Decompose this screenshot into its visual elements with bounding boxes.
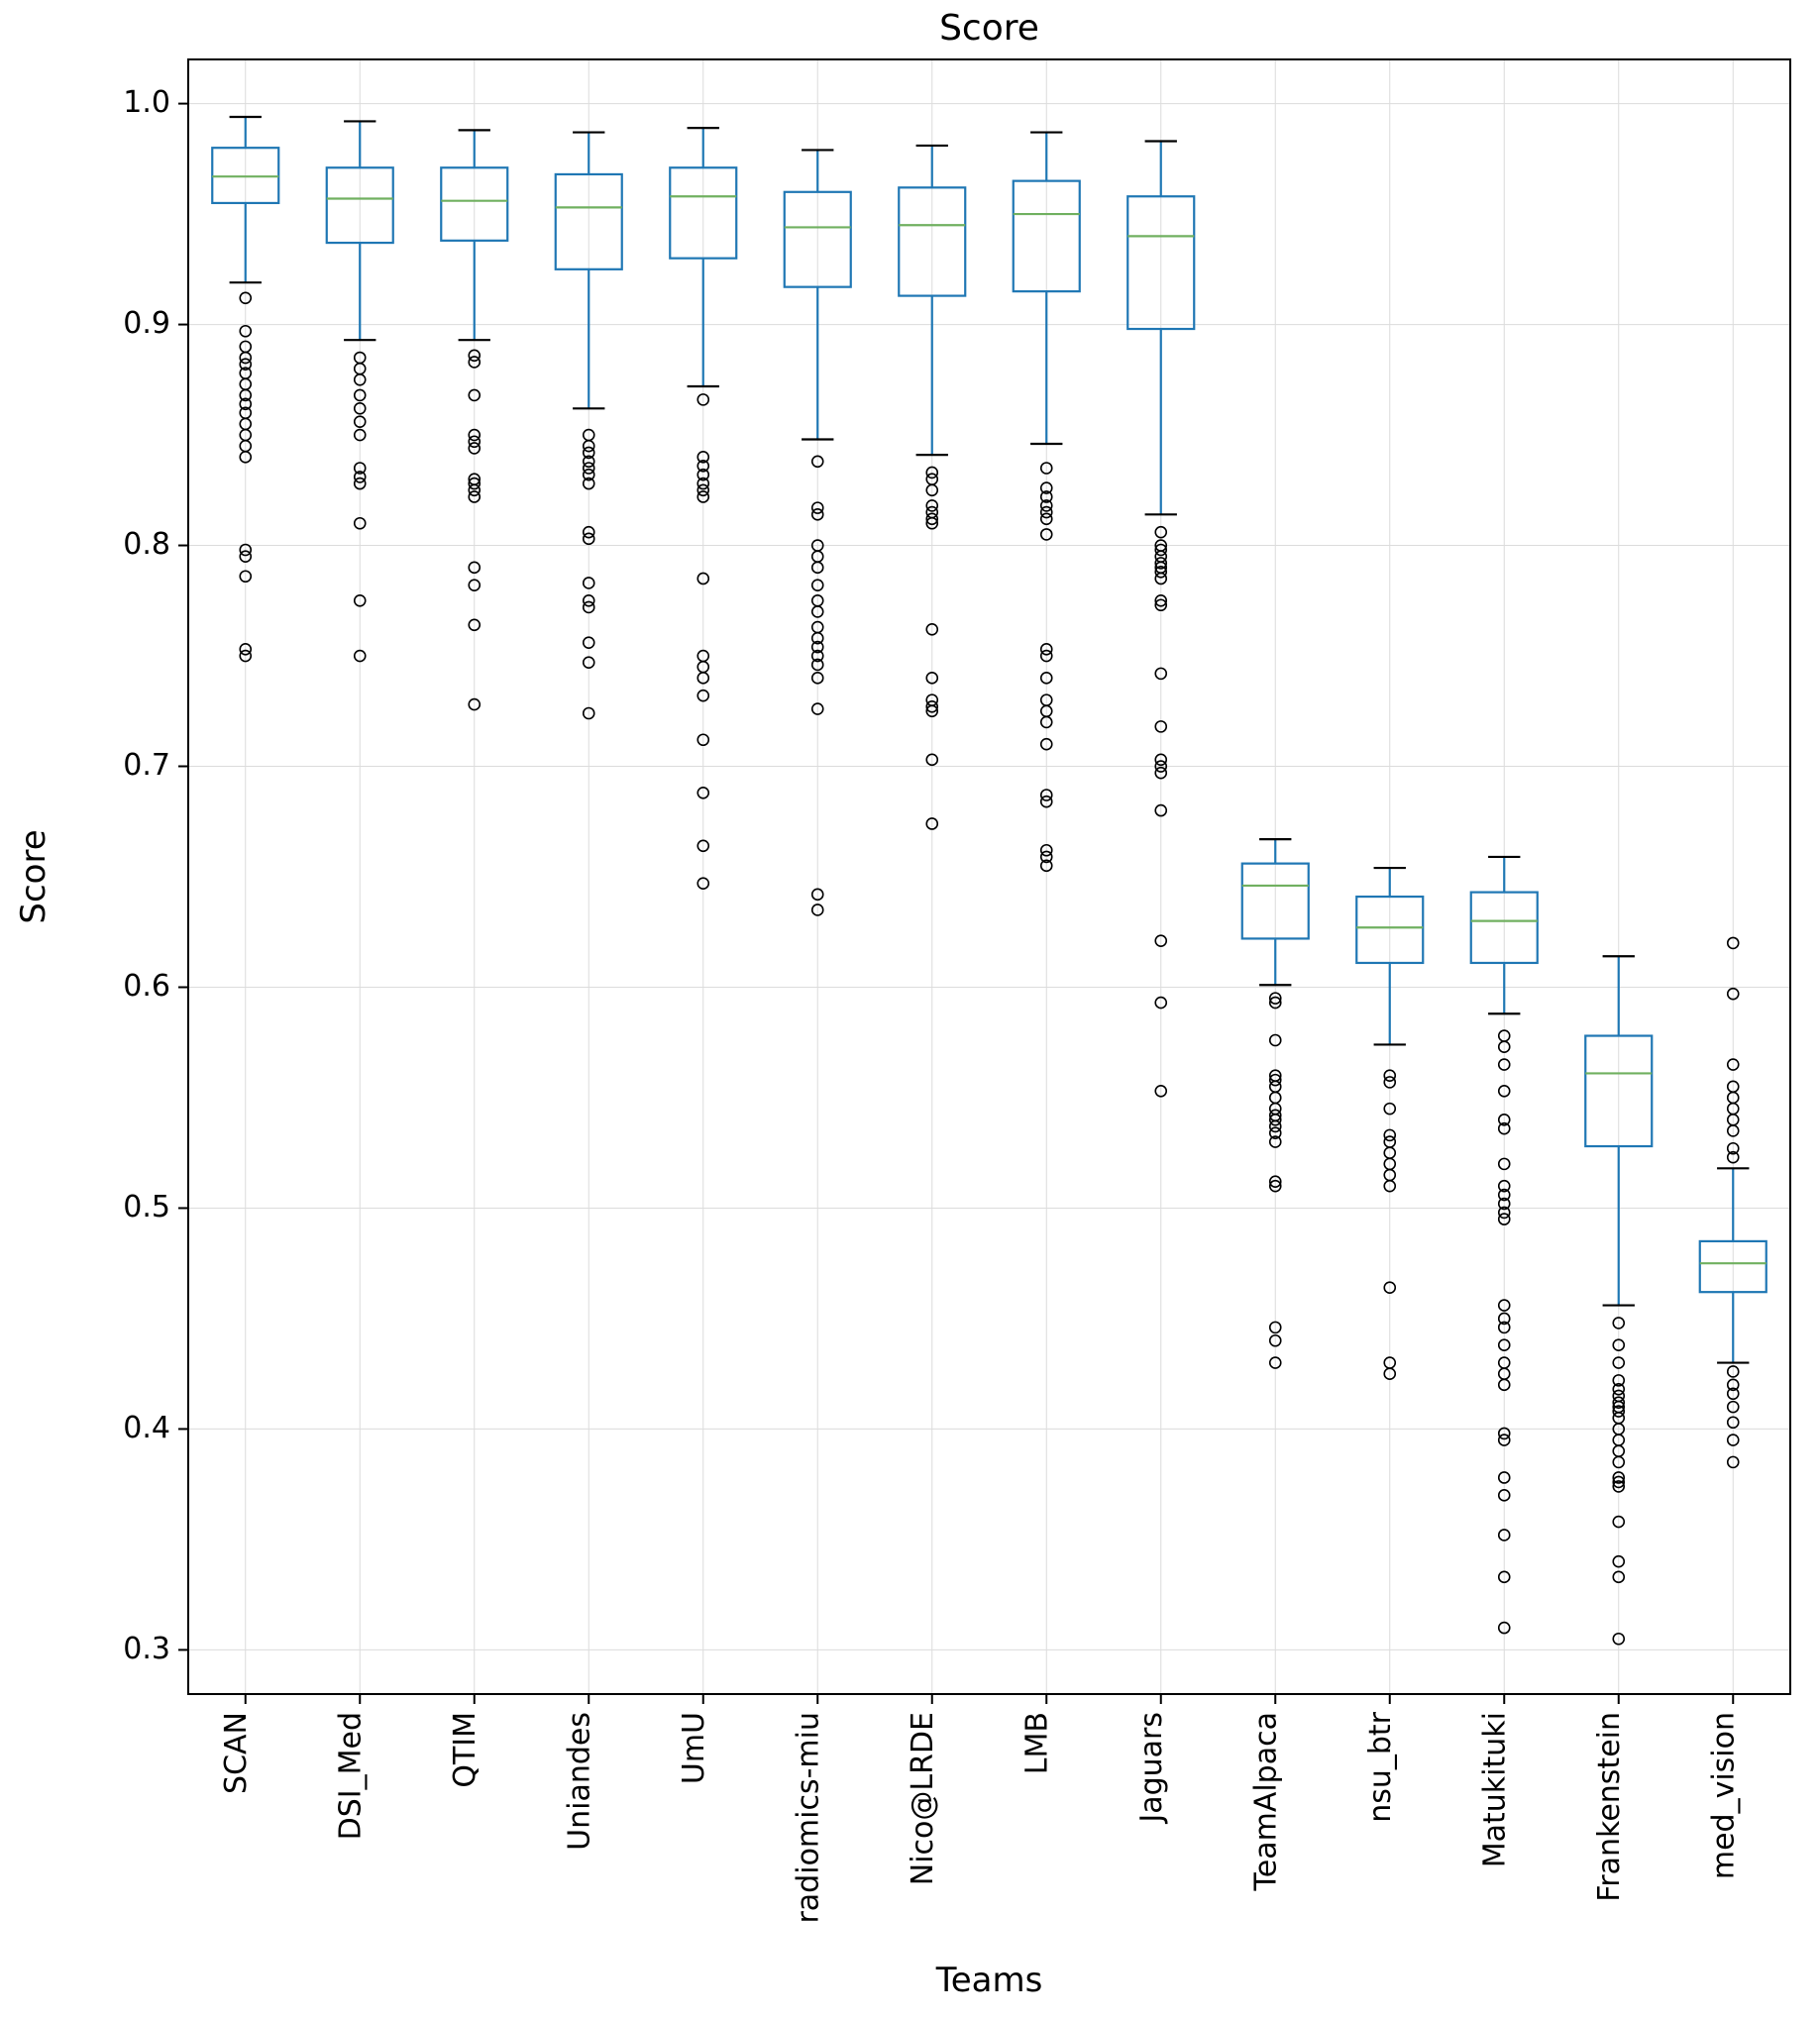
x-tick-label: LMB bbox=[1019, 1712, 1054, 1774]
x-tick-label: DSI_Med bbox=[333, 1712, 368, 1840]
x-tick-label: Uniandes bbox=[562, 1712, 596, 1851]
x-axis-label: Teams bbox=[935, 1961, 1043, 2000]
y-tick-label: 0.6 bbox=[123, 969, 170, 1004]
x-tick-label: med_vision bbox=[1706, 1712, 1741, 1879]
y-tick-label: 0.8 bbox=[123, 527, 170, 562]
x-tick-label: Matukituki bbox=[1477, 1712, 1512, 1867]
x-tick-label: QTIM bbox=[448, 1712, 482, 1788]
x-tick-label: Frankenstein bbox=[1592, 1712, 1627, 1902]
x-tick-label: nsu_btr bbox=[1363, 1711, 1398, 1822]
x-tick-label: radiomics-miu bbox=[791, 1712, 825, 1924]
x-tick-label: TeamAlpaca bbox=[1248, 1712, 1283, 1891]
y-tick-label: 0.5 bbox=[123, 1190, 170, 1224]
y-tick-label: 0.9 bbox=[123, 306, 170, 341]
y-tick-label: 0.7 bbox=[123, 748, 170, 783]
x-tick-label: Jaguars bbox=[1134, 1712, 1169, 1825]
y-tick-label: 0.4 bbox=[123, 1411, 170, 1445]
chart-title: Score bbox=[939, 8, 1039, 49]
chart-svg: 0.3 0.4 0.5 0.6 0.7 0.8 0.9 1.0 SCAN DSI_Med QTIM U… bbox=[0, 0, 1820, 2021]
y-tick-label: 0.3 bbox=[123, 1632, 170, 1666]
boxplot-chart: 0.3 0.4 0.5 0.6 0.7 0.8 0.9 1.0 SCAN DSI_Med QTIM U… bbox=[0, 0, 1820, 2021]
y-tick-label: 1.0 bbox=[123, 85, 170, 120]
x-tick-label: SCAN bbox=[219, 1712, 254, 1794]
x-tick-label: UmU bbox=[677, 1712, 711, 1784]
y-axis-label: Score bbox=[14, 829, 54, 923]
x-tick-label: Nico@LRDE bbox=[906, 1712, 940, 1885]
